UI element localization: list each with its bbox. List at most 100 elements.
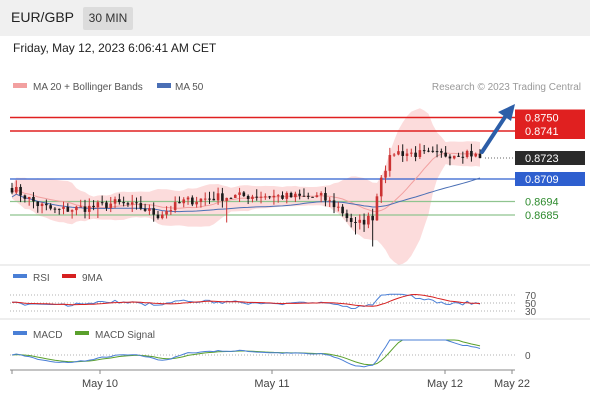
resistance-label-box — [515, 109, 585, 126]
candle-body — [208, 198, 211, 200]
candle-body — [225, 197, 228, 201]
candle-body — [246, 195, 250, 199]
candle-body — [397, 151, 400, 155]
candle-body — [242, 192, 246, 196]
candle-body — [457, 155, 460, 157]
candle-body — [143, 208, 147, 211]
candle-body — [139, 203, 143, 209]
candle-body — [186, 197, 190, 200]
rsi-ma-legend-swatch — [62, 274, 76, 278]
candle-body — [79, 206, 82, 208]
candle-body — [388, 155, 392, 171]
last-price-label-bg — [515, 151, 585, 165]
candle-body — [216, 193, 220, 201]
candle-body — [289, 192, 293, 198]
candle-body — [118, 199, 121, 203]
candle-body — [375, 196, 379, 221]
forecast-arrow-head — [498, 104, 515, 121]
candle-body — [354, 221, 357, 223]
candle-body — [32, 196, 35, 202]
x-tick-label: May 11 — [254, 378, 289, 390]
candle-body — [452, 155, 456, 159]
candle-body — [465, 150, 469, 157]
rsi-line — [11, 293, 481, 310]
candle-body — [281, 195, 284, 199]
candle-body — [276, 195, 280, 197]
candle-body — [199, 198, 203, 202]
candle-body — [435, 151, 439, 153]
candle-body — [410, 152, 413, 154]
support-label: 0.8694 — [525, 197, 559, 209]
candle-body — [392, 154, 396, 156]
candle-body — [96, 202, 100, 208]
macd-legend-label: MACD — [33, 330, 62, 341]
candle-body — [113, 199, 117, 204]
candle-body — [36, 201, 40, 207]
candle-body — [470, 150, 473, 157]
candle-body — [306, 195, 310, 197]
header-bar: EUR/GBP 30 MIN — [0, 0, 590, 36]
candle-body — [27, 196, 31, 199]
candle-body — [332, 200, 336, 208]
candle-body — [62, 206, 65, 209]
timeframe-badge[interactable]: 30 MIN — [83, 7, 133, 30]
x-tick-label: May 10 — [82, 378, 118, 390]
x-tick-label: May 12 — [427, 378, 463, 390]
candle-body — [178, 202, 181, 204]
ma50-legend-label: MA 50 — [175, 82, 204, 93]
candle-body — [422, 150, 426, 152]
candle-body — [182, 199, 186, 204]
candle-body — [53, 208, 57, 210]
resistance-label-bg — [515, 123, 585, 139]
candle-body — [448, 156, 452, 159]
macd-signal-legend-label: MACD Signal — [95, 330, 155, 341]
candle-body — [57, 208, 61, 210]
candle-body — [100, 202, 104, 204]
candle-body — [14, 186, 18, 193]
support-label: 0.8685 — [525, 210, 559, 222]
resistance-label-box — [515, 123, 585, 139]
candle-body — [212, 198, 216, 201]
candle-body — [319, 193, 323, 196]
symbol-title: EUR/GBP — [11, 9, 75, 25]
macd-legend-swatch — [13, 331, 27, 335]
candle-body — [135, 202, 138, 204]
candle-body — [126, 203, 130, 205]
candle-body — [302, 195, 306, 197]
candle-body — [427, 150, 430, 152]
candle-body — [10, 187, 14, 193]
candle-body — [148, 208, 151, 211]
candle-body — [92, 205, 95, 208]
candle-body — [285, 192, 289, 199]
candle-body — [272, 195, 276, 198]
candle-body — [264, 196, 267, 198]
candle-body — [203, 198, 207, 200]
candle-body — [478, 153, 482, 159]
resistance-label-bg — [515, 109, 585, 126]
candle-body — [431, 150, 435, 152]
candle-body — [45, 203, 48, 206]
candle-body — [152, 208, 155, 215]
macd-line — [11, 339, 481, 368]
candle-body — [444, 152, 447, 157]
candle-body — [233, 194, 237, 198]
bollinger-bands-area — [12, 108, 480, 265]
candle-body — [195, 201, 198, 205]
candle-body — [122, 202, 125, 204]
candle-body — [105, 202, 108, 208]
candle-body — [315, 195, 319, 197]
candle-body — [165, 211, 168, 215]
last-price-label: 0.8723 — [525, 153, 559, 165]
ma50-legend-swatch — [157, 83, 171, 88]
candle-body — [328, 200, 332, 202]
candle-body — [130, 202, 134, 205]
ma20-legend-label: MA 20 + Bollinger Bands — [33, 82, 143, 93]
candle-body — [173, 202, 177, 211]
datetime-label: Friday, May 12, 2023 6:06:41 AM CET — [13, 41, 217, 55]
candle-body — [229, 197, 233, 199]
candle-body — [169, 210, 173, 212]
candle-body — [371, 215, 374, 221]
rsi-tick-label: 30 — [525, 307, 537, 318]
rsi-ma-legend-label: 9MA — [82, 273, 103, 284]
